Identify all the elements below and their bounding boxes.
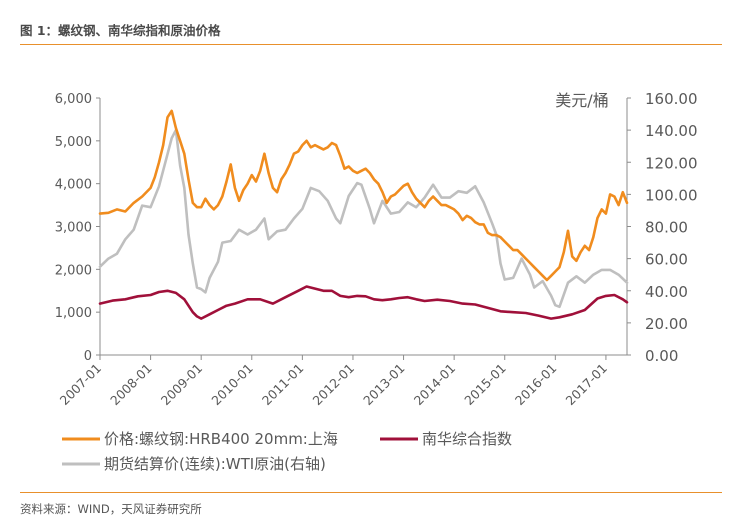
legend-label: 期货结算价(连续):WTI原油(右轴): [104, 455, 326, 473]
y-left-tick-label: 3,000: [55, 221, 92, 236]
x-tick-label: 2014-01: [411, 361, 459, 409]
legend-label: 价格:螺纹钢:HRB400 20mm:上海: [104, 430, 338, 448]
x-tick-label: 2009-01: [158, 361, 206, 409]
y-right-tick-label: 140.00: [645, 122, 698, 140]
y-right-tick-label: 120.00: [645, 154, 698, 172]
x-tick-label: 2007-01: [57, 361, 105, 409]
x-tick-label: 2015-01: [461, 361, 509, 409]
y-right-tick-label: 160.00: [645, 90, 698, 108]
y-right-unit-label: 美元/桶: [555, 91, 608, 110]
chart-legend: 价格:螺纹钢:HRB400 20mm:上海 南华综合指数期货结算价(连续):WTI…: [62, 430, 512, 473]
x-tick-label: 2010-01: [208, 361, 256, 409]
y-left-tick-label: 4,000: [55, 178, 92, 193]
y-left-tick-label: 0: [84, 349, 92, 364]
y-left-tick-label: 2,000: [55, 263, 92, 278]
y-right-tick-label: 80.00: [645, 219, 688, 237]
series-line-0: [98, 109, 629, 282]
y-right-tick-label: 100.00: [645, 186, 698, 204]
y-right-tick-label: 0.00: [645, 347, 678, 365]
chart-series: [98, 109, 629, 320]
series-line-1: [98, 285, 629, 320]
y-left-tick-label: 1,000: [55, 306, 92, 321]
figure-title: 图 1：螺纹钢、南华综指和原油价格: [20, 23, 221, 38]
y-left-tick-label: 5,000: [55, 135, 92, 150]
x-tick-label: 2013-01: [360, 361, 408, 409]
y-right-tick-label: 40.00: [645, 283, 688, 301]
x-tick-label: 2011-01: [259, 361, 307, 409]
chart-axes: 0 1,000 2,000 3,000 4,000 5,000 6,000 0.00 20.00…: [55, 90, 698, 408]
x-tick-label: 2016-01: [512, 361, 560, 409]
figure-footer: 资料来源：WIND，天风证券研究所: [20, 492, 722, 516]
legend-label: 南华综合指数: [422, 430, 512, 448]
y-right-tick-label: 60.00: [645, 251, 688, 269]
x-tick-label: 2008-01: [107, 361, 155, 409]
x-tick-label: 2017-01: [562, 361, 610, 409]
x-tick-label: 2012-01: [310, 361, 358, 409]
figure-source: 资料来源：WIND，天风证券研究所: [20, 502, 202, 516]
figure-header: 图 1：螺纹钢、南华综指和原油价格: [20, 18, 722, 45]
y-left-tick-label: 6,000: [55, 92, 92, 107]
series-line-2: [98, 128, 629, 309]
y-right-tick-label: 20.00: [645, 315, 688, 333]
